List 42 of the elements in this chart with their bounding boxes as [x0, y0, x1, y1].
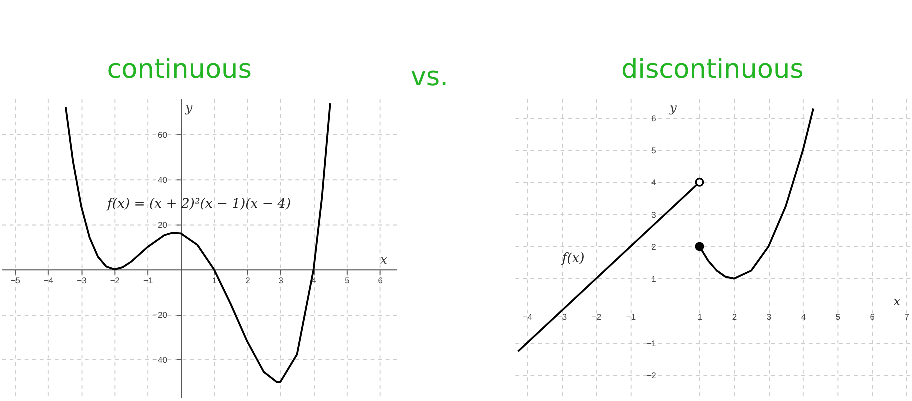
- x-tick-label: 1: [212, 275, 218, 286]
- y-tick-label: 40: [158, 175, 168, 186]
- x-tick-label: 5: [836, 312, 841, 322]
- x-tick-label: −3: [557, 312, 568, 322]
- y-tick-label: 20: [158, 220, 168, 230]
- y-axis-title: y: [668, 100, 678, 115]
- x-tick-label: −4: [44, 275, 54, 286]
- x-axis-title: x: [894, 294, 901, 308]
- y-tick-label: −2: [646, 370, 657, 381]
- x-axis-title: x: [380, 253, 388, 268]
- y-tick-label: −1: [646, 338, 657, 348]
- y-tick-label: −40: [153, 354, 168, 365]
- y-tick-label: 5: [652, 146, 657, 156]
- x-tick-label: 5: [345, 275, 350, 286]
- x-tick-label: 2: [246, 275, 251, 286]
- y-tick-label: 3: [652, 210, 657, 220]
- y-axis-title: y: [184, 100, 194, 115]
- x-tick-label: −5: [10, 275, 21, 286]
- x-tick-label: 3: [766, 312, 772, 322]
- x-tick-label: −1: [626, 312, 636, 322]
- x-tick-label: 7: [904, 312, 910, 322]
- x-tick-label: −3: [77, 275, 88, 286]
- y-tick-label: 4: [652, 178, 657, 188]
- y-tick-label: 2: [652, 242, 657, 252]
- x-tick-label: 2: [732, 312, 738, 322]
- x-tick-label: −1: [144, 275, 154, 286]
- y-tick-label: 6: [652, 113, 657, 124]
- chart-title: continuous: [107, 55, 252, 86]
- y-tick-label: 60: [158, 130, 168, 140]
- chart-title: discontinuous: [621, 55, 804, 86]
- annotation: f(x): [561, 251, 585, 266]
- x-tick-label: 3: [278, 275, 284, 286]
- line-series: [64, 102, 332, 384]
- x-tick-label: 6: [378, 275, 384, 286]
- x-tick-label: −4: [522, 312, 533, 322]
- text: vs.: [410, 62, 448, 93]
- x-tick-label: 1: [698, 312, 703, 322]
- x-tick-label: 6: [870, 312, 876, 322]
- x-tick-label: 4: [801, 312, 806, 322]
- y-tick-label: −20: [153, 310, 168, 320]
- x-tick-label: −2: [110, 275, 120, 286]
- x-tick-label: −2: [592, 312, 602, 322]
